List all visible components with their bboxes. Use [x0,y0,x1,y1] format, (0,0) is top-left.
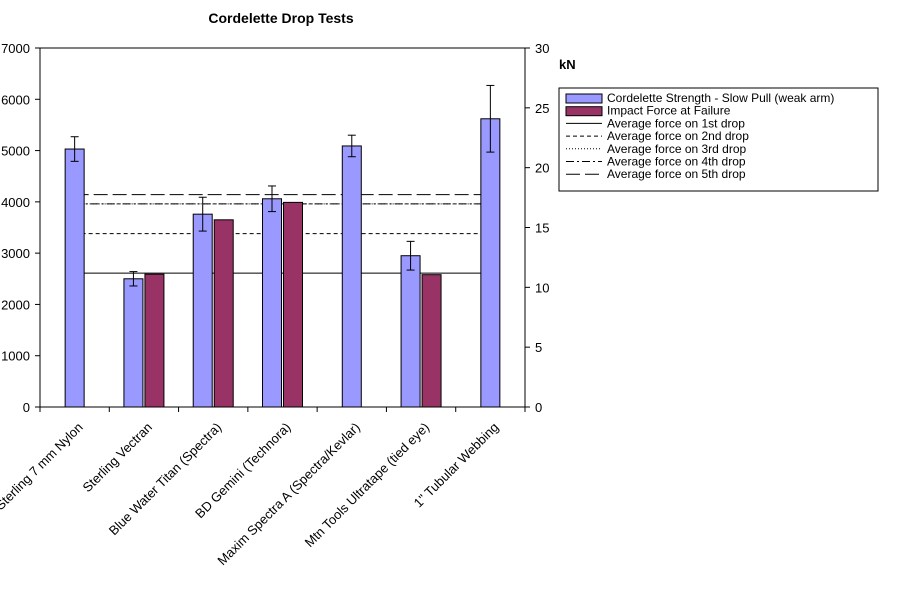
category-label: Sterling Vectran [80,420,156,496]
y-tick-label: 0 [23,400,30,415]
y-tick-label: 3000 [1,246,30,261]
legend-label: Average force on 4th drop [607,155,746,169]
y2-tick-label: 30 [535,41,549,56]
y-tick-label: 5000 [1,144,30,159]
y2-tick-label: 15 [535,221,549,236]
y-tick-label: 4000 [1,195,30,210]
y2-tick-label: 0 [535,400,542,415]
bars [64,118,501,408]
bar-impact-force [283,201,303,408]
error-bars [70,84,495,287]
y2-tick-label: 20 [535,161,549,176]
legend-label: Average force on 3rd drop [607,142,747,156]
legend-swatch [565,93,603,104]
bar-slow-pull [400,255,421,408]
category-label: Sterling 7 mm Nylon [0,420,86,513]
y2-tick-label: 10 [535,280,549,295]
y-tick-label: 6000 [1,92,30,107]
y2-axis-label: kN [559,57,576,72]
bar-slow-pull [341,145,362,408]
legend: Cordelette Strength - Slow Pull (weak ar… [558,87,879,192]
y-tick-label: 1000 [1,349,30,364]
bar-slow-pull [262,198,282,408]
chart-title: Cordelette Drop Tests [208,10,353,26]
y-tick-label: 7000 [1,41,30,56]
legend-label: Average force on 1st drop [607,116,745,130]
legend-label: Average force on 2nd drop [607,129,749,143]
bar-impact-force [144,273,165,408]
y-tick-label: 2000 [1,297,30,312]
axes [39,47,526,412]
plot-frame [39,47,526,408]
y2-tick-label: 5 [535,340,542,355]
legend-box [558,87,879,192]
reference-lines [74,194,491,274]
category-label: Maxim Spectra A (Spectra/Kevlar) [214,420,363,569]
category-label: Mtn Tools Ultratape (tied eye) [302,420,433,551]
category-label: Blue Water Titan (Spectra) [106,420,225,539]
legend-label: Average force on 5th drop [607,167,746,181]
bar-slow-pull [480,118,501,408]
legend-swatch [565,106,603,117]
bar-slow-pull [64,148,85,408]
y2-tick-label: 25 [535,101,549,116]
bar-impact-force [213,219,234,408]
y-axis-ticks: 0 1000 2000 3000 4000 5000 6000 7000 [1,41,40,415]
y2-axis-ticks: 0 5 10 15 20 25 30 [525,41,549,415]
bar-impact-force [421,274,442,408]
legend-label: Impact Force at Failure [607,104,731,118]
bar-slow-pull [192,213,213,408]
legend-label: Cordelette Strength - Slow Pull (weak ar… [607,91,834,105]
bar-slow-pull [123,278,144,408]
